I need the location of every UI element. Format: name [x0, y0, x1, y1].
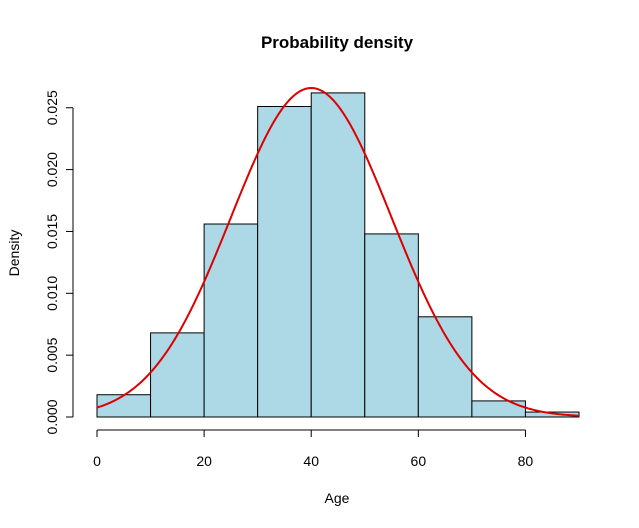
y-tick-label: 0.005 — [44, 337, 60, 372]
histogram-bar — [150, 332, 205, 418]
y-tick-label: 0.000 — [44, 399, 60, 434]
histogram-bar — [203, 223, 259, 418]
y-tick-label: 0.020 — [44, 152, 60, 187]
density-curve — [96, 86, 580, 417]
y-tick-label: 0.025 — [44, 90, 60, 125]
y-tick-label: 0.015 — [44, 214, 60, 249]
x-axis: 0 20 40 60 80 — [93, 429, 534, 469]
histogram-bar — [417, 316, 473, 418]
x-tick-label: 20 — [196, 453, 212, 469]
curve-group — [96, 86, 580, 417]
histogram-bar — [471, 400, 526, 418]
bars-group — [96, 92, 580, 418]
x-axis-label: Age — [325, 490, 350, 506]
histogram-bar — [364, 233, 419, 418]
histogram-bar — [257, 106, 312, 418]
y-axis-label: Density — [6, 230, 22, 277]
chart-title: Probability density — [261, 33, 414, 52]
x-tick-label: 0 — [93, 453, 101, 469]
x-tick-label: 40 — [303, 453, 319, 469]
histogram-bar — [96, 394, 152, 418]
histogram-bar — [524, 411, 580, 418]
histogram-bar — [310, 92, 366, 418]
x-tick-label: 80 — [518, 453, 534, 469]
y-tick-label: 0.010 — [44, 276, 60, 311]
y-axis: 0.000 0.005 0.010 0.015 0.020 0.025 — [44, 90, 74, 435]
x-tick-label: 60 — [411, 453, 427, 469]
